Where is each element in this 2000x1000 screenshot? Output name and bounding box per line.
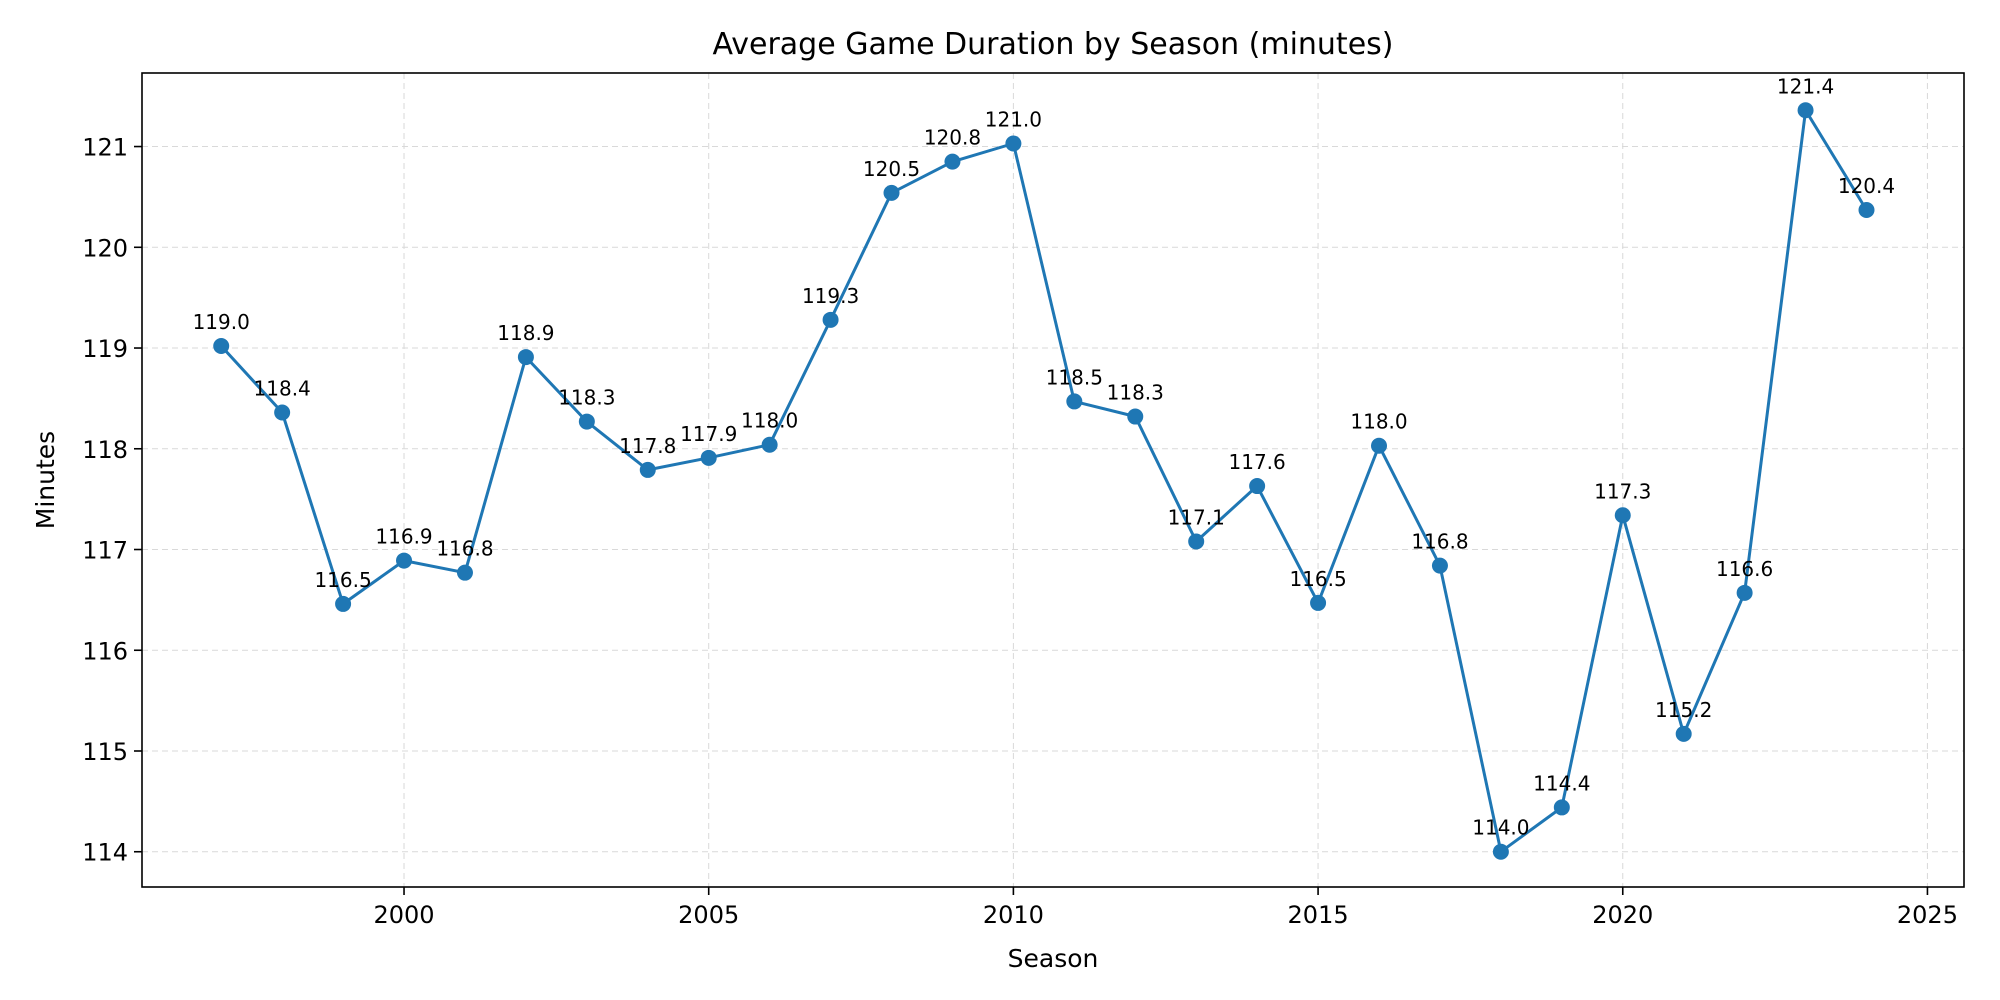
data-point [944, 153, 961, 170]
data-value-label: 116.5 [314, 568, 371, 592]
x-axis-label: Season [1008, 944, 1099, 973]
x-tick-label: 2015 [1288, 901, 1349, 929]
data-value-label: 118.0 [741, 409, 798, 433]
data-value-label: 114.4 [1533, 771, 1590, 795]
data-value-label: 120.4 [1838, 174, 1895, 198]
data-value-label: 116.9 [375, 525, 432, 549]
data-value-label: 117.1 [1168, 505, 1225, 529]
data-point [1858, 202, 1875, 219]
data-point [1005, 135, 1022, 152]
data-value-label: 120.8 [924, 126, 981, 150]
data-point [1188, 533, 1205, 550]
data-value-label: 118.5 [1046, 365, 1103, 389]
axis-ticks: 2000 2005 2010 2015 2020 2025 114 115 116 117 118 1… [82, 134, 1958, 929]
x-tick-label: 2010 [983, 901, 1044, 929]
series-line-group: 119.0118.4116.5116.9116.8118.9118.3117.8… [193, 74, 1895, 860]
data-value-label: 116.6 [1716, 557, 1773, 581]
data-value-label: 115.2 [1655, 698, 1712, 722]
data-point [822, 311, 839, 328]
data-point [1371, 437, 1388, 454]
y-tick-label: 121 [82, 134, 128, 162]
data-point [1431, 557, 1448, 574]
data-point [1675, 725, 1692, 742]
y-tick-label: 114 [82, 839, 128, 867]
data-point [1127, 408, 1144, 425]
data-value-label: 116.8 [436, 537, 493, 561]
data-value-label: 121.4 [1777, 74, 1834, 98]
x-tick-label: 2005 [678, 901, 739, 929]
y-tick-label: 119 [82, 335, 128, 363]
plot-area-frame [141, 72, 1965, 888]
data-point [883, 184, 900, 201]
data-value-label: 120.5 [863, 157, 920, 181]
y-tick-label: 116 [82, 637, 128, 665]
data-point [639, 461, 656, 478]
data-point [335, 595, 352, 612]
data-value-label: 121.0 [985, 108, 1042, 132]
data-point [517, 349, 534, 366]
data-value-label: 117.9 [680, 422, 737, 446]
data-value-label: 118.9 [497, 321, 554, 345]
data-point [700, 449, 717, 466]
data-value-label: 116.5 [1289, 567, 1346, 591]
data-value-label: 117.3 [1594, 479, 1651, 503]
data-value-label: 119.0 [193, 310, 250, 334]
chart-title: Average Game Duration by Season (minutes… [712, 27, 1393, 62]
data-point [1797, 102, 1814, 119]
data-value-label: 114.0 [1472, 816, 1529, 840]
data-point [274, 404, 291, 421]
data-point [456, 564, 473, 581]
series-line [220, 108, 1868, 854]
data-value-label: 119.3 [802, 284, 859, 308]
data-point [1310, 594, 1327, 611]
y-tick-label: 120 [82, 234, 128, 262]
data-point [1736, 584, 1753, 601]
y-tick-label: 118 [82, 436, 128, 464]
data-value-label: 118.0 [1350, 410, 1407, 434]
data-value-label: 118.4 [254, 377, 311, 401]
data-point [396, 552, 413, 569]
data-point [1553, 799, 1570, 816]
y-tick-label: 115 [82, 738, 128, 766]
x-tick-label: 2000 [373, 901, 434, 929]
y-axis-label: Minutes [31, 431, 60, 529]
data-point [1249, 478, 1266, 495]
data-value-label: 117.8 [619, 434, 676, 458]
data-point [578, 413, 595, 430]
data-value-label: 117.6 [1229, 450, 1286, 474]
data-point [213, 338, 230, 355]
data-value-label: 118.3 [558, 386, 615, 410]
data-value-label: 118.3 [1107, 381, 1164, 405]
x-tick-label: 2025 [1897, 901, 1958, 929]
data-value-label: 116.8 [1411, 530, 1468, 554]
data-point [1492, 843, 1509, 860]
x-tick-label: 2020 [1592, 901, 1653, 929]
y-tick-label: 117 [82, 537, 128, 565]
data-point [1614, 507, 1631, 524]
data-point [1066, 393, 1083, 410]
grid [142, 73, 1964, 887]
data-point [761, 436, 778, 453]
